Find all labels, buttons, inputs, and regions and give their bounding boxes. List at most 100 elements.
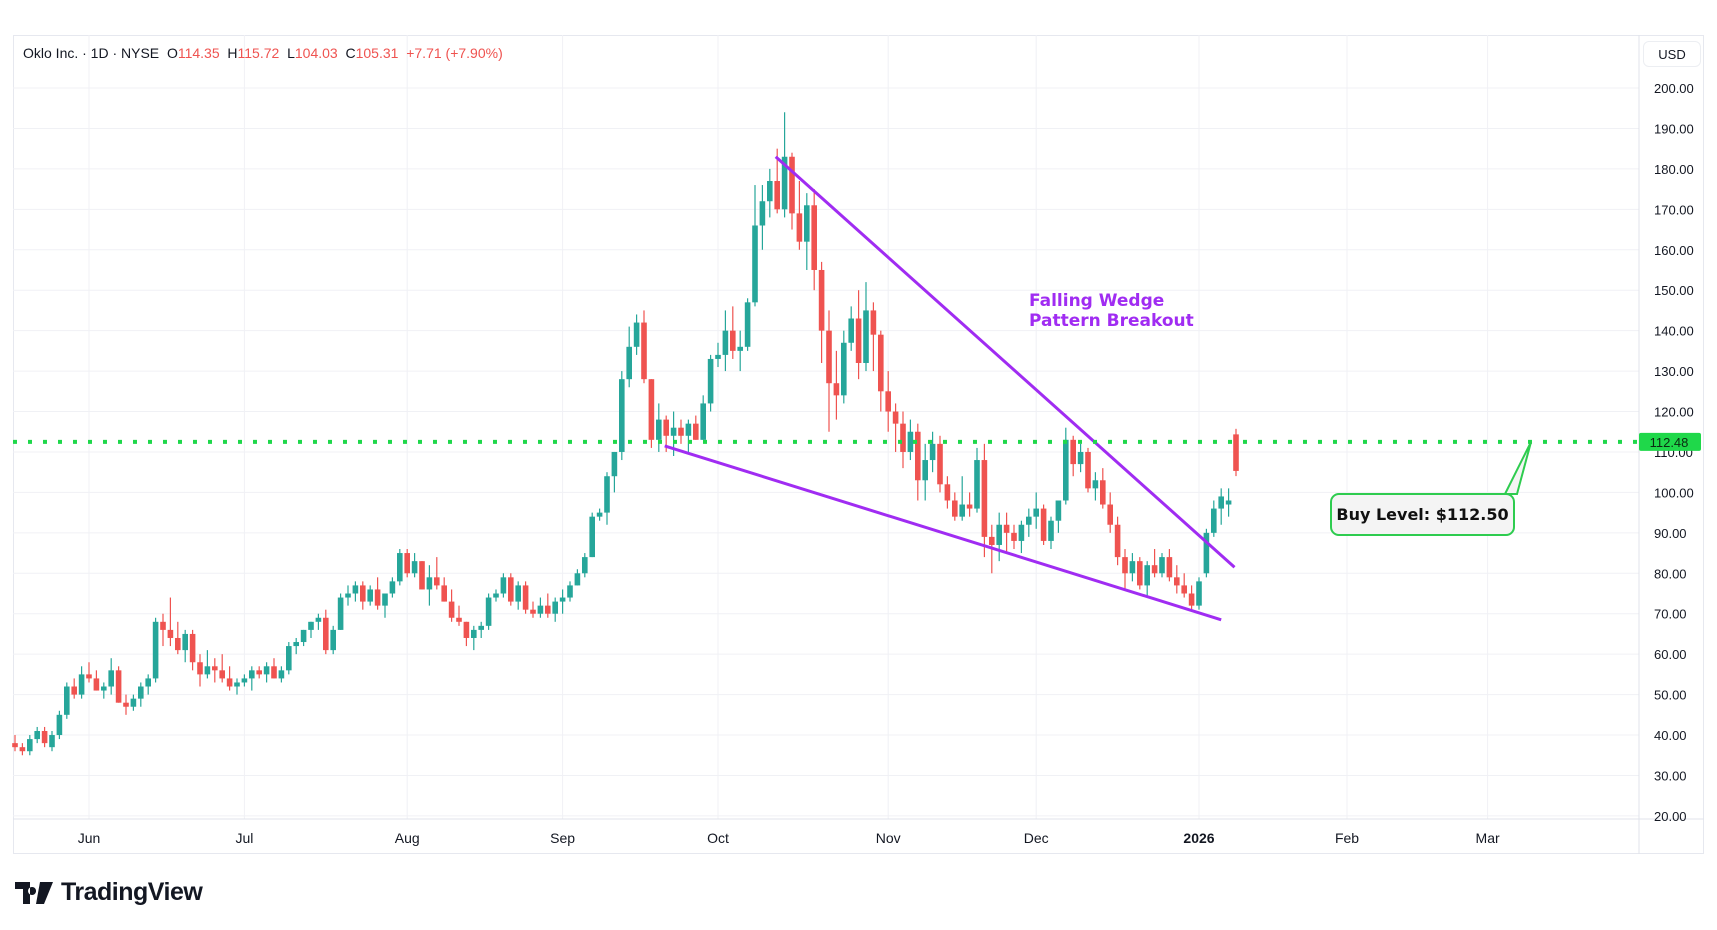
candle-down (1122, 549, 1128, 590)
candle-up (337, 593, 344, 630)
candle-up (249, 666, 255, 691)
candle-body (1203, 532, 1210, 574)
candle-body (382, 593, 388, 606)
candle-body (12, 743, 18, 748)
candle-body (78, 674, 85, 695)
wedge-annotation: Falling Wedge Pattern Breakout (1029, 291, 1194, 331)
currency-button[interactable]: USD (1643, 41, 1701, 67)
candle-down (197, 654, 203, 687)
candle-body (604, 476, 610, 513)
candle-body (1151, 565, 1158, 574)
candle-body (1070, 439, 1076, 465)
candle-body (633, 322, 640, 347)
candle-body (411, 561, 418, 574)
candle-up (996, 512, 1002, 562)
candle-down (811, 189, 817, 291)
close-value: 105.31 (355, 45, 399, 61)
y-tick-label: 160.00 (1654, 243, 1694, 258)
candle-body (204, 666, 211, 675)
candle-body (974, 460, 980, 509)
candle-body (434, 577, 440, 586)
candle-down (1137, 557, 1143, 590)
grid (13, 35, 1704, 854)
candle-down (71, 678, 77, 699)
candle-body (249, 670, 255, 679)
candle-down (885, 371, 891, 432)
candle-up (1211, 500, 1217, 537)
candle-down (855, 290, 862, 380)
candle-body (870, 310, 877, 335)
wedge-label-line1: Falling Wedge (1029, 291, 1165, 311)
candle-down (870, 302, 877, 372)
candle-body (678, 427, 684, 436)
candle-body (189, 633, 196, 663)
candle-up (959, 476, 965, 521)
y-tick-label: 150.00 (1654, 283, 1694, 298)
candle-up (411, 553, 418, 578)
candle-body (537, 605, 544, 614)
candle-down (648, 379, 655, 448)
candle-body (759, 201, 766, 226)
candle-body (656, 419, 662, 440)
candle-down (508, 573, 514, 606)
candle-up (1026, 508, 1032, 537)
candle-down (915, 423, 921, 501)
candle-body (219, 670, 225, 679)
candle-body (448, 601, 455, 618)
candle-up (1018, 520, 1025, 554)
candle-body (774, 181, 780, 210)
y-tick-label: 60.00 (1654, 647, 1687, 662)
candle-down (530, 601, 536, 618)
candle-up (1159, 553, 1165, 578)
candle-up (752, 185, 758, 307)
candle-body (226, 678, 233, 687)
wedge-upper-line (774, 155, 1236, 569)
candle-up (537, 597, 544, 618)
candle-body (522, 585, 529, 610)
candle-body (478, 625, 484, 630)
candle-body (352, 585, 359, 594)
candle-body (878, 334, 884, 392)
candle-up (685, 419, 692, 452)
candle-down (19, 743, 26, 756)
candle-body (559, 597, 566, 602)
x-tick-label: Nov (876, 830, 901, 846)
candle-body (826, 330, 832, 384)
candle-down (189, 629, 196, 671)
candle-down (1151, 549, 1158, 578)
candle-body (922, 460, 928, 481)
candle-body (1211, 508, 1217, 533)
candle-up (315, 613, 322, 630)
candle-body (286, 646, 292, 671)
candle-up (863, 282, 869, 372)
candle-up (1225, 488, 1232, 517)
x-tick-label: Oct (707, 830, 729, 846)
tradingview-logo[interactable]: TradingView (15, 878, 203, 907)
candle-up (500, 573, 507, 598)
candle-down (937, 435, 943, 493)
candle-body (293, 642, 299, 647)
chart-frame (13, 35, 1704, 854)
candle-body (1033, 508, 1039, 517)
y-tick-label: 30.00 (1654, 768, 1687, 783)
candle-body (966, 504, 973, 509)
candle-up (293, 637, 299, 655)
candle-down (167, 597, 174, 647)
candle-body (744, 302, 751, 347)
candle-down (789, 152, 795, 230)
candle-body (182, 633, 188, 651)
open-value: 114.35 (177, 45, 220, 61)
price-axis: 200.00 190.00 180.00 170.00 160.00 150.00 140.… (1639, 81, 1701, 824)
candle-up (1129, 553, 1136, 582)
candle-down (900, 411, 906, 469)
candle-body (796, 213, 803, 242)
candle-up (707, 354, 714, 412)
candle-down (86, 662, 92, 683)
drawings (13, 155, 1639, 622)
y-tick-label: 40.00 (1654, 728, 1687, 743)
candle-body (1063, 439, 1069, 501)
candle-down (952, 492, 958, 521)
candle-up (101, 682, 107, 699)
candle-up (145, 674, 151, 695)
